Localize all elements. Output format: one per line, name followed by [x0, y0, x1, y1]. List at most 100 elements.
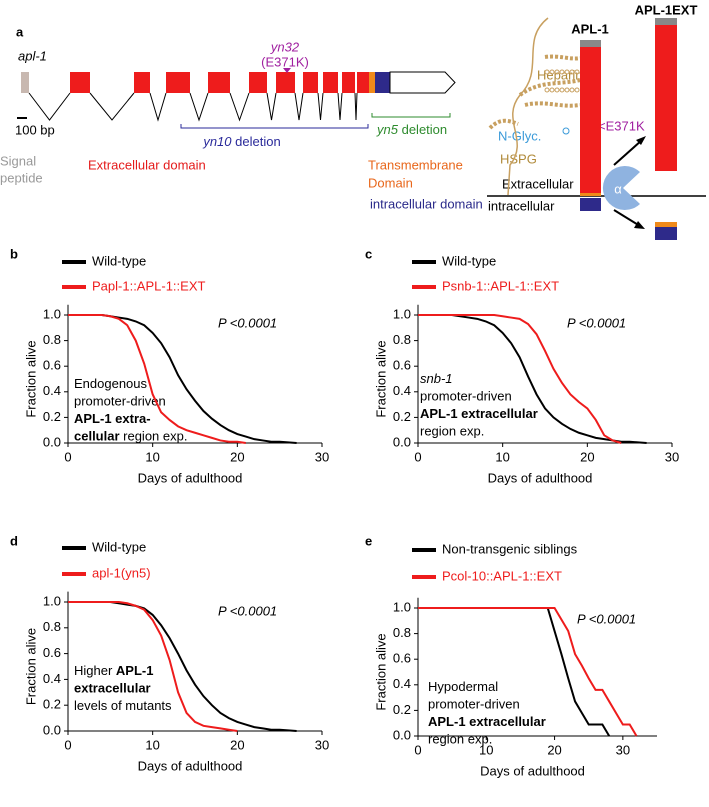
y-axis-label: Fraction alive [373, 340, 388, 417]
domain-label: Transmembrane [368, 157, 463, 172]
y-tick-label: 0.4 [43, 383, 61, 398]
annotation-segment: extracellular [74, 681, 151, 696]
legend-label: Pcol-10::APL-1::EXT [442, 568, 562, 583]
y-tick-label: 0.2 [43, 697, 61, 712]
intracellular-segment [655, 227, 677, 240]
x-tick-label: 30 [315, 737, 329, 752]
x-tick-label: 0 [64, 737, 71, 752]
intra-exon [375, 72, 390, 93]
p-value: P <0.0001 [218, 315, 277, 330]
intron [337, 92, 343, 121]
site-label: <E371K [598, 118, 645, 133]
glycan [562, 127, 570, 135]
utr [389, 71, 456, 94]
annotation: promoter-driven [420, 389, 512, 404]
y-axis-label: Fraction alive [23, 340, 38, 417]
exon [323, 72, 338, 93]
tm-segment [655, 222, 677, 227]
arrow [613, 209, 641, 227]
annotation-segment: cellular [74, 429, 120, 444]
y-tick-label: 0.8 [393, 625, 411, 640]
y-tick-label: 0.0 [393, 434, 411, 449]
y-tick-label: 0.2 [393, 702, 411, 717]
p-value: P <0.0001 [218, 603, 277, 618]
annotation: snb-1 [420, 371, 453, 386]
annotation-segment: promoter-driven [74, 394, 166, 409]
bead [564, 87, 570, 93]
x-tick-label: 20 [580, 449, 594, 464]
legend-label: Wild-type [442, 253, 496, 268]
panel-letter: e [365, 533, 372, 548]
y-tick-label: 1.0 [393, 306, 411, 321]
domain-top [580, 40, 601, 47]
arrow [613, 139, 643, 166]
bead [559, 69, 565, 75]
y-axis-label: Fraction alive [373, 633, 388, 710]
annotation-segment: Higher [74, 663, 116, 678]
exon [342, 72, 355, 93]
bead [569, 69, 575, 75]
allele: yn5 [376, 122, 399, 137]
bead [549, 69, 555, 75]
y-tick-label: 0.4 [43, 671, 61, 686]
side-label: intracellular [488, 198, 555, 213]
deletion-word: deletion [235, 134, 281, 149]
legend-label: Psnb-1::APL-1::EXT [442, 278, 559, 293]
annotation: region exp. [428, 732, 492, 747]
annotation: region exp. [420, 424, 484, 439]
x-tick-label: 20 [547, 742, 561, 757]
y-tick-label: 1.0 [43, 593, 61, 608]
panel-letter: d [10, 533, 18, 548]
bracket [180, 124, 369, 129]
intron [229, 92, 250, 122]
annotation-segment: snb-1 [420, 371, 453, 386]
arrowhead [636, 136, 646, 145]
intracellular-segment [580, 198, 601, 211]
y-tick-label: 1.0 [43, 306, 61, 321]
deletion-label: yn10 deletion [202, 134, 280, 149]
y-tick-label: 0.6 [43, 358, 61, 373]
annotation: APL-1 extra- [74, 411, 151, 426]
annotation: APL-1 extracellular [428, 714, 546, 729]
y-tick-label: 0.8 [43, 332, 61, 347]
panel-letter: c [365, 246, 372, 261]
legend-label: apl-1(yn5) [92, 565, 151, 580]
y-tick-label: 0.4 [393, 676, 411, 691]
annotation: levels of mutants [74, 698, 172, 713]
hspg-chain [507, 17, 549, 196]
y-tick-label: 1.0 [393, 599, 411, 614]
annotation: Hypodermal [428, 679, 498, 694]
annotation-segment: levels of mutants [74, 698, 172, 713]
bead [554, 87, 560, 93]
panel-a: a apl-1 yn32 (E371K) 100 bp yn10 deletio… [0, 2, 706, 240]
exon [70, 72, 90, 93]
survival-curve [68, 601, 238, 732]
annotation-segment: Endogenous [74, 376, 148, 391]
x-tick-label: 30 [315, 449, 329, 464]
exon [276, 72, 295, 93]
y-tick-label: 0.0 [393, 727, 411, 742]
exon [357, 72, 369, 93]
annotation: cellular region exp. [74, 429, 187, 444]
x-tick-label: 10 [145, 737, 159, 752]
deletion-word: deletion [402, 122, 448, 137]
arrowhead [634, 221, 645, 229]
y-tick-label: 0.2 [43, 409, 61, 424]
x-tick-label: 10 [495, 449, 509, 464]
y-axis-label: Fraction alive [23, 628, 38, 705]
y-tick-label: 0.4 [393, 383, 411, 398]
x-axis-label: Days of adulthood [138, 758, 243, 773]
domain-label: intracellular domain [370, 196, 483, 211]
deletion-label: yn5 deletion [376, 122, 447, 137]
annotation: Endogenous [74, 376, 148, 391]
side-label: Extracellular [502, 176, 574, 191]
bead [554, 69, 560, 75]
bracket [371, 113, 451, 118]
y-tick-label: 0.8 [393, 332, 411, 347]
bead [574, 87, 580, 93]
survival-curve [418, 607, 611, 737]
p-value: P <0.0001 [567, 315, 626, 330]
signal-label: peptide [0, 170, 43, 185]
bead [544, 87, 550, 93]
